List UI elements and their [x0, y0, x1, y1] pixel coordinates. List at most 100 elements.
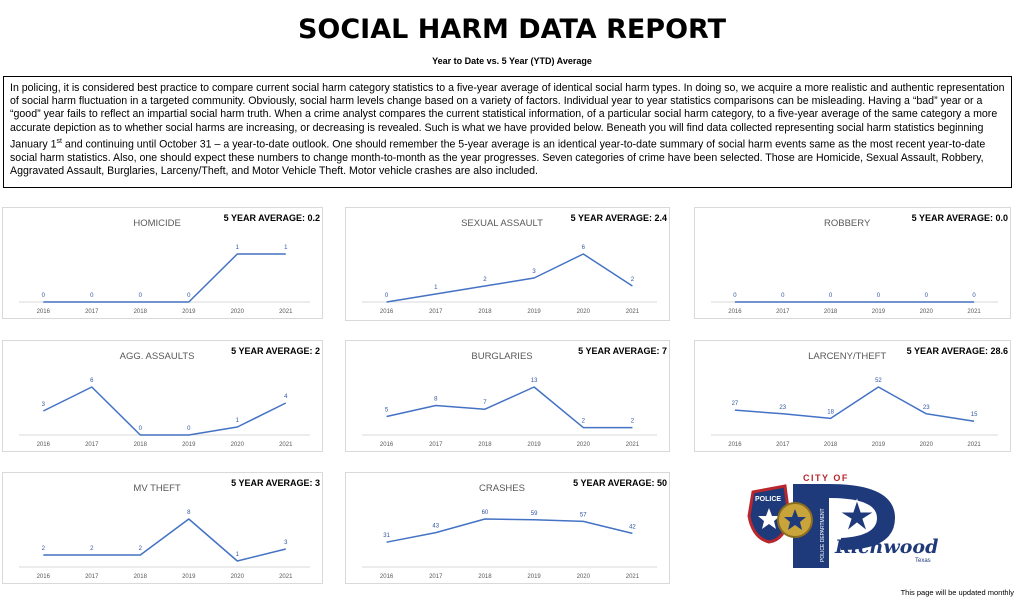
x-tick-label: 2019	[527, 309, 541, 315]
chart-panel-sexual-assault: SEXUAL ASSAULT 5 YEAR AVERAGE: 2.4 2016 201…	[345, 207, 670, 321]
data-label: 1	[236, 245, 240, 251]
x-tick-label: 2017	[776, 442, 790, 448]
data-label: 7	[483, 400, 487, 406]
x-tick-label: 2016	[728, 442, 742, 448]
intro-superscript: st	[56, 137, 62, 145]
data-label: 0	[187, 293, 191, 299]
chart-panel-crashes: CRASHES 5 YEAR AVERAGE: 50 2016 2017 2018 201…	[345, 472, 670, 584]
data-label: 5	[385, 408, 389, 414]
page-subtitle: Year to Date vs. 5 Year (YTD) Average	[432, 56, 592, 66]
logo-star-icon	[838, 498, 876, 533]
data-label: 0	[42, 293, 46, 299]
data-label: 60	[482, 510, 489, 516]
data-label: 2	[139, 546, 143, 552]
data-label: 2	[631, 277, 635, 283]
series-line	[43, 518, 286, 562]
chart-crashes: CRASHES 5 YEAR AVERAGE: 50 2016 2017 2018 201…	[362, 478, 667, 580]
x-tick-label: 2020	[577, 574, 591, 580]
x-tick-label: 2019	[182, 574, 196, 580]
data-label: 18	[827, 409, 834, 415]
chart-title: ROBBERY	[824, 218, 871, 229]
x-tick-label: 2018	[478, 309, 492, 315]
x-tick-label: 2016	[37, 309, 51, 315]
x-tick-label: 2019	[872, 442, 886, 448]
logo-city-name: Richwood	[834, 536, 938, 558]
x-tick-label: 2018	[134, 574, 148, 580]
five-year-average-label: 5 YEAR AVERAGE: 2	[231, 346, 320, 356]
data-label: 2	[90, 546, 94, 552]
series-line	[734, 386, 975, 422]
data-label: 2	[582, 419, 586, 425]
five-year-average-label: 5 YEAR AVERAGE: 0.0	[912, 213, 1008, 223]
x-tick-label: 2017	[429, 574, 443, 580]
five-year-average-label: 5 YEAR AVERAGE: 28.6	[907, 346, 1008, 356]
x-tick-label: 2017	[85, 309, 99, 315]
data-label: 0	[877, 293, 881, 299]
x-tick-label: 2021	[279, 309, 293, 315]
x-tick-label: 2017	[429, 309, 443, 315]
badge-star-icon	[784, 509, 806, 530]
data-label: 0	[90, 293, 94, 299]
patch-star-icon	[758, 508, 780, 529]
x-tick-label: 2017	[776, 309, 790, 315]
data-label: 0	[139, 426, 143, 432]
x-tick-label: 2019	[182, 309, 196, 315]
data-label: 3	[42, 402, 46, 408]
x-tick-label: 2018	[478, 442, 492, 448]
data-label: 8	[434, 396, 438, 402]
x-tick-label: 2017	[429, 442, 443, 448]
data-label: 59	[531, 511, 538, 517]
data-label: 57	[580, 512, 587, 518]
footer-note: This page will be updated monthly	[900, 588, 1014, 597]
logo-badge-text: POLICE	[755, 496, 781, 503]
logo-big-r-bowl	[829, 484, 895, 550]
data-label: 0	[385, 293, 389, 299]
x-tick-label: 2016	[380, 574, 394, 580]
x-tick-label: 2020	[920, 442, 934, 448]
x-tick-label: 2021	[626, 442, 640, 448]
series-line	[386, 253, 633, 303]
x-tick-label: 2019	[527, 574, 541, 580]
x-tick-label: 2019	[182, 442, 196, 448]
x-tick-label: 2016	[380, 442, 394, 448]
data-label: 15	[971, 412, 978, 418]
x-tick-label: 2020	[231, 309, 245, 315]
x-tick-label: 2018	[134, 442, 148, 448]
data-label: 52	[875, 378, 882, 384]
x-tick-label: 2018	[134, 309, 148, 315]
chart-mv-theft: MV THEFT 5 YEAR AVERAGE: 3 2016 2017 2018 201…	[19, 478, 320, 580]
x-tick-label: 2016	[380, 309, 394, 315]
data-label: 0	[139, 293, 143, 299]
intro-text-part-2: and continuing until October 31 – a year…	[10, 138, 986, 177]
data-label: 3	[284, 540, 288, 546]
x-tick-label: 2016	[37, 574, 51, 580]
logo-side-text: POLICE DEPARTMENT	[820, 508, 826, 562]
data-label: 43	[432, 524, 439, 530]
data-label: 0	[781, 293, 785, 299]
data-label: 1	[236, 418, 240, 424]
x-tick-label: 2017	[85, 442, 99, 448]
x-tick-label: 2018	[824, 309, 838, 315]
x-tick-label: 2020	[577, 309, 591, 315]
data-label: 31	[383, 533, 390, 539]
series-line	[386, 386, 633, 429]
chart-title: SEXUAL ASSAULT	[461, 218, 543, 229]
data-label: 42	[629, 524, 636, 530]
x-tick-label: 2020	[577, 442, 591, 448]
chart-panel-burglaries: BURGLARIES 5 YEAR AVERAGE: 7 2016 2017 2018 2…	[345, 340, 670, 452]
data-label: 8	[187, 510, 191, 516]
data-label: 6	[90, 378, 94, 384]
data-label: 0	[972, 293, 976, 299]
chart-panel-larceny-theft: LARCENY/THEFT 5 YEAR AVERAGE: 28.6 2016 201…	[694, 340, 1011, 452]
data-label: 0	[187, 426, 191, 432]
series-line	[386, 518, 633, 543]
chart-title: HOMICIDE	[133, 218, 181, 229]
logo-state: Texas	[915, 558, 931, 564]
x-tick-label: 2020	[231, 442, 245, 448]
x-tick-label: 2021	[626, 574, 640, 580]
x-tick-label: 2016	[728, 309, 742, 315]
chart-title: CRASHES	[479, 483, 525, 494]
data-label: 0	[733, 293, 737, 299]
chart-title: LARCENY/THEFT	[808, 351, 886, 362]
chart-panel-mv-theft: MV THEFT 5 YEAR AVERAGE: 3 2016 2017 2018 201…	[2, 472, 323, 584]
